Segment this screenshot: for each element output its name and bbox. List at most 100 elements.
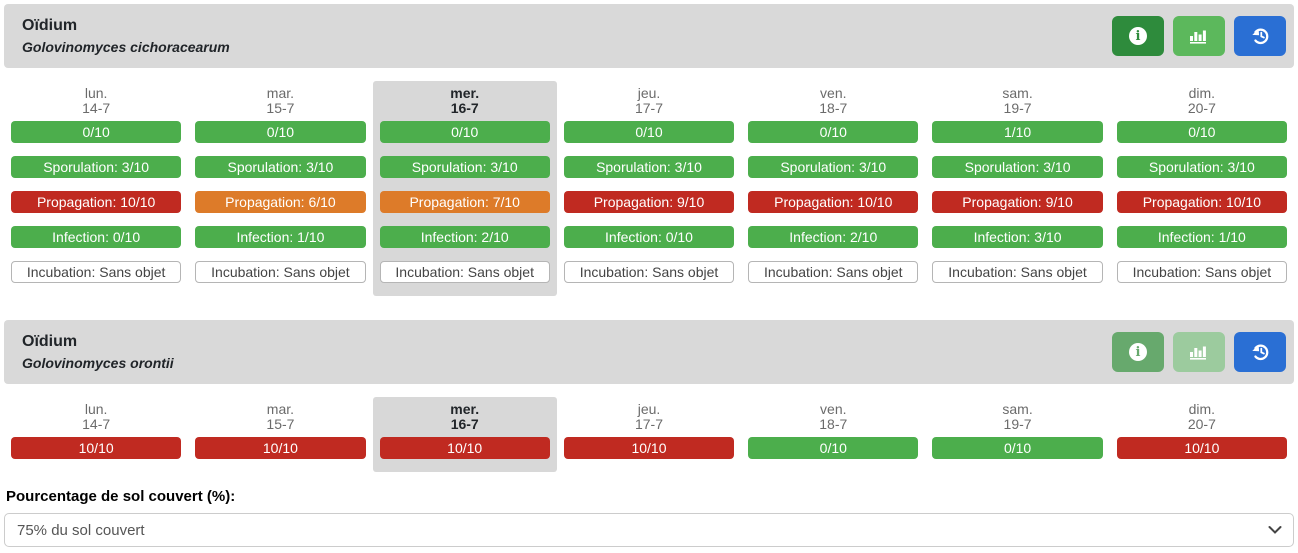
day-column: lun. 14-7 10/10 (4, 397, 188, 472)
infection-badge: Infection: 0/10 (563, 226, 735, 248)
day-column: dim. 20-7 0/10 Sporulation: 3/10 Propagation… (1110, 81, 1294, 296)
score-badge: 0/10 (379, 121, 550, 143)
section-titles: Oïdium Golovinomyces orontii (22, 332, 174, 373)
history-button[interactable] (1234, 332, 1286, 372)
day-column: mer. 16-7 10/10 (372, 397, 557, 472)
score-badge: 10/10 (195, 437, 366, 459)
score-badge: 0/10 (195, 121, 366, 143)
sporulation-badge: Sporulation: 3/10 (11, 156, 182, 178)
incubation-badge: Incubation: Sans objet (1116, 261, 1287, 283)
chart-button[interactable] (1173, 332, 1225, 372)
incubation-badge: Incubation: Sans objet (932, 261, 1103, 283)
day-column: sam. 19-7 0/10 (925, 397, 1109, 472)
section-header: Oïdium Golovinomyces cichoracearum i (4, 4, 1294, 68)
days-grid: lun. 14-7 0/10 Sporulation: 3/10 Propagation… (4, 81, 1294, 296)
score-badge: 0/10 (932, 437, 1103, 459)
ground-cover-label: Pourcentage de sol couvert (%): (6, 488, 236, 505)
infection-badge: Infection: 0/10 (11, 226, 182, 248)
score-badge: 10/10 (379, 437, 550, 459)
info-icon: i (1129, 27, 1147, 45)
infection-badge: Infection: 1/10 (1116, 226, 1287, 248)
day-column: ven. 18-7 0/10 Sporulation: 3/10 Propagation… (741, 81, 925, 296)
days-grid: lun. 14-7 10/10 mar. 15-7 10/10 mer. 16-7 10/10 j… (4, 397, 1294, 472)
section-header: Oïdium Golovinomyces orontii i (4, 320, 1294, 384)
day-label: ven. 18-7 (819, 401, 848, 432)
ground-cover-select[interactable]: 75% du sol couvert (4, 513, 1294, 547)
disease-section: Oïdium Golovinomyces cichoracearum i (4, 4, 1294, 296)
score-badge: 1/10 (932, 121, 1103, 143)
history-button[interactable] (1234, 16, 1286, 56)
bar-chart-icon (1189, 28, 1209, 44)
disease-section: Oïdium Golovinomyces orontii i (4, 320, 1294, 472)
propagation-badge: Propagation: 10/10 (748, 191, 919, 213)
infection-badge: Infection: 1/10 (195, 226, 366, 248)
incubation-badge: Incubation: Sans objet (748, 261, 919, 283)
header-buttons: i (1103, 16, 1286, 56)
chart-button[interactable] (1173, 16, 1225, 56)
propagation-badge: Propagation: 9/10 (563, 191, 735, 213)
score-badge: 10/10 (11, 437, 182, 459)
day-label: mar. 15-7 (266, 401, 295, 432)
section-subtitle: Golovinomyces cichoracearum (22, 38, 230, 55)
section-title: Oïdium (22, 16, 78, 34)
history-icon (1250, 342, 1271, 363)
day-label: mer. 16-7 (450, 85, 480, 116)
day-label: dim. 20-7 (1187, 85, 1216, 116)
bar-chart-icon (1189, 344, 1209, 360)
sporulation-badge: Sporulation: 3/10 (748, 156, 919, 178)
day-label: sam. 19-7 (1002, 401, 1033, 432)
day-column: sam. 19-7 1/10 Sporulation: 3/10 Propagation… (925, 81, 1109, 296)
propagation-badge: Propagation: 6/10 (195, 191, 366, 213)
day-column: ven. 18-7 0/10 (741, 397, 925, 472)
day-column: mar. 15-7 10/10 (188, 397, 372, 472)
day-label: lun. 14-7 (82, 85, 111, 116)
history-icon (1250, 26, 1271, 47)
info-button[interactable]: i (1112, 16, 1164, 56)
day-label: lun. 14-7 (82, 401, 111, 432)
day-column: mar. 15-7 0/10 Sporulation: 3/10 Propagation… (188, 81, 372, 296)
incubation-badge: Incubation: Sans objet (379, 261, 550, 283)
propagation-badge: Propagation: 9/10 (932, 191, 1103, 213)
propagation-badge: Propagation: 10/10 (11, 191, 182, 213)
score-badge: 0/10 (1116, 121, 1287, 143)
day-column: jeu. 17-7 0/10 Sporulation: 3/10 Propagation… (557, 81, 741, 296)
ground-cover-select-wrap: 75% du sol couvert (4, 513, 1294, 547)
sporulation-badge: Sporulation: 3/10 (563, 156, 735, 178)
info-button[interactable]: i (1112, 332, 1164, 372)
info-icon: i (1129, 343, 1147, 361)
section-title: Oïdium (22, 332, 78, 350)
score-badge: 0/10 (563, 121, 735, 143)
sporulation-badge: Sporulation: 3/10 (379, 156, 550, 178)
day-column: dim. 20-7 10/10 (1110, 397, 1294, 472)
infection-badge: Infection: 3/10 (932, 226, 1103, 248)
propagation-badge: Propagation: 7/10 (379, 191, 550, 213)
score-badge: 0/10 (748, 437, 919, 459)
day-label: jeu. 17-7 (634, 85, 663, 116)
propagation-badge: Propagation: 10/10 (1116, 191, 1287, 213)
day-label: mer. 16-7 (450, 401, 480, 432)
day-column: lun. 14-7 0/10 Sporulation: 3/10 Propagation… (4, 81, 188, 296)
section-subtitle: Golovinomyces orontii (22, 354, 174, 371)
score-badge: 0/10 (11, 121, 182, 143)
day-column: jeu. 17-7 10/10 (557, 397, 741, 472)
day-label: dim. 20-7 (1187, 401, 1216, 432)
sporulation-badge: Sporulation: 3/10 (1116, 156, 1287, 178)
incubation-badge: Incubation: Sans objet (195, 261, 366, 283)
sporulation-badge: Sporulation: 3/10 (195, 156, 366, 178)
incubation-badge: Incubation: Sans objet (563, 261, 735, 283)
day-label: sam. 19-7 (1002, 85, 1033, 116)
score-badge: 10/10 (563, 437, 735, 459)
day-label: jeu. 17-7 (634, 401, 663, 432)
infection-badge: Infection: 2/10 (379, 226, 550, 248)
sporulation-badge: Sporulation: 3/10 (932, 156, 1103, 178)
score-badge: 0/10 (748, 121, 919, 143)
day-column: mer. 16-7 0/10 Sporulation: 3/10 Propagation… (372, 81, 557, 296)
day-label: ven. 18-7 (819, 85, 848, 116)
infection-badge: Infection: 2/10 (748, 226, 919, 248)
incubation-badge: Incubation: Sans objet (11, 261, 182, 283)
score-badge: 10/10 (1116, 437, 1287, 459)
header-buttons: i (1103, 332, 1286, 372)
day-label: mar. 15-7 (266, 85, 295, 116)
section-titles: Oïdium Golovinomyces cichoracearum (22, 16, 230, 57)
